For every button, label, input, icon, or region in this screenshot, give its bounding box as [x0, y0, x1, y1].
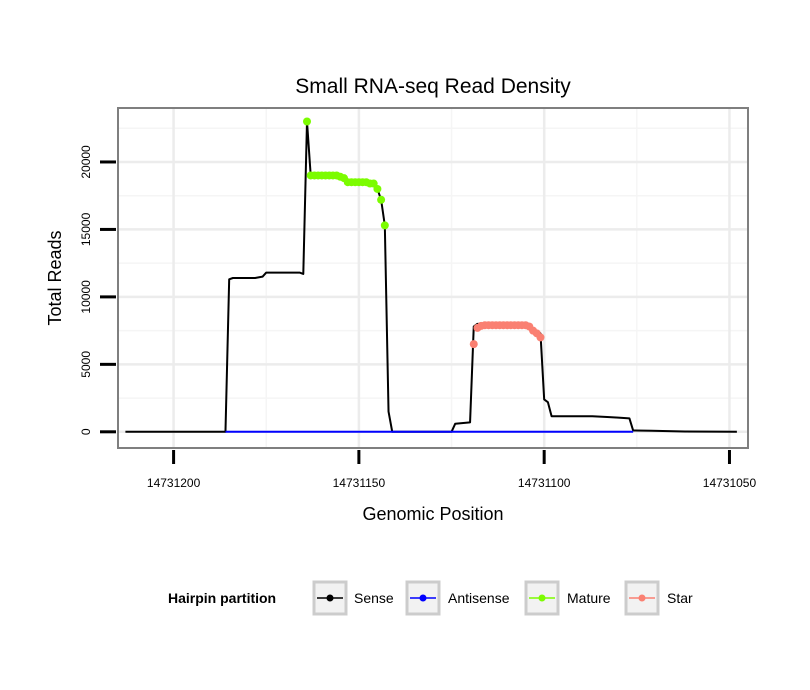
y-axis: 0 5000 10000 15000 20000 [79, 145, 116, 435]
x-axis: 14731200 14731150 14731100 14731050 [147, 450, 757, 490]
data-point-star [536, 333, 545, 342]
legend-label-mature: Mature [567, 590, 611, 606]
legend-key-point [326, 594, 334, 602]
legend-label-antisense: Antisense [448, 590, 510, 606]
chart-title: Small RNA-seq Read Density [295, 75, 571, 98]
plot-panel [117, 107, 749, 449]
data-point-mature [380, 221, 389, 230]
series-points [303, 117, 545, 349]
x-axis-title: Genomic Position [362, 504, 503, 524]
x-tick-label: 14731150 [333, 476, 386, 490]
minor-gridlines [118, 108, 748, 448]
data-point-mature [303, 117, 311, 126]
x-tick-label: 14731050 [703, 476, 757, 490]
y-tick-label: 15000 [79, 212, 93, 246]
x-tick-label: 14731100 [518, 476, 571, 490]
legend-key-point [419, 594, 427, 602]
y-tick-label: 5000 [79, 351, 93, 378]
legend-key-point [538, 594, 546, 602]
plot-background [118, 108, 748, 448]
x-tick-label: 14731200 [147, 476, 201, 490]
y-axis-title: Total Reads [45, 230, 65, 325]
y-tick-label: 0 [79, 428, 93, 435]
legend-label-sense: Sense [354, 590, 394, 606]
legend-title: Hairpin partition [168, 590, 276, 606]
data-point-star [469, 340, 478, 349]
data-point-mature [377, 195, 386, 204]
data-point-mature [373, 184, 382, 193]
legend: Hairpin partition Sense Antisense Mature St… [168, 580, 693, 616]
y-tick-label: 20000 [79, 145, 93, 179]
y-tick-label: 10000 [79, 280, 93, 314]
legend-key-point [638, 594, 646, 602]
series-lines [125, 120, 737, 433]
legend-label-star: Star [667, 590, 693, 606]
plot-border [117, 107, 749, 449]
